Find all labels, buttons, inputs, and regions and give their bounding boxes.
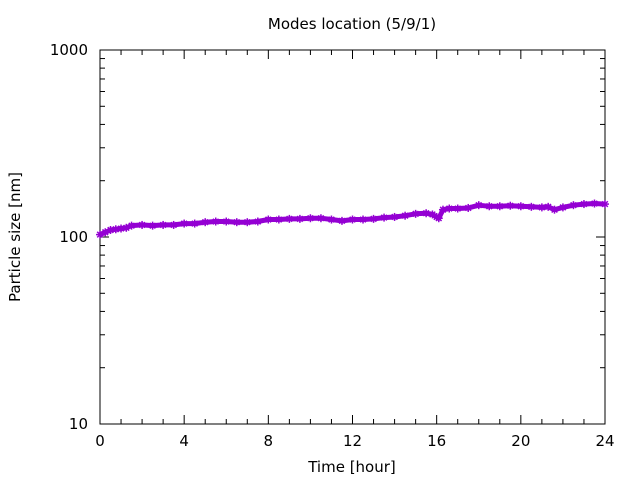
x-tick-label: 8 [264, 432, 274, 450]
data-point [359, 215, 368, 224]
data-point [337, 216, 346, 225]
data-point [316, 214, 325, 223]
x-tick-label: 16 [427, 432, 446, 450]
data-point [438, 205, 447, 214]
data-point [111, 225, 120, 234]
x-axis-label: Time [hour] [307, 458, 396, 476]
data-point [148, 221, 157, 230]
data-point [169, 220, 178, 229]
data-point [550, 205, 559, 214]
data-point [485, 202, 494, 211]
data-point [445, 204, 454, 213]
data-point [222, 217, 231, 226]
chart-title: Modes location (5/9/1) [268, 15, 436, 33]
data-point [453, 204, 462, 213]
plot-frame [99, 49, 606, 425]
data-point [579, 200, 588, 209]
data-point [190, 219, 199, 228]
data-point [180, 219, 189, 228]
data-point [601, 200, 609, 209]
x-tick-label: 12 [343, 432, 362, 450]
data-point [211, 217, 220, 226]
y-tick-label: 1000 [50, 41, 88, 59]
data-point [516, 202, 525, 211]
data-point [127, 221, 136, 230]
data-point [369, 214, 378, 223]
data-point [558, 203, 567, 212]
data-point [306, 214, 315, 223]
plot-area [96, 199, 609, 239]
y-axis: 10 100 1000 [50, 41, 605, 433]
data-point [506, 201, 515, 210]
y-axis-label: Particle size [nm] [6, 172, 24, 302]
x-tick-label: 20 [511, 432, 530, 450]
data-point [348, 215, 357, 224]
x-tick-label: 0 [95, 432, 105, 450]
data-point [390, 212, 399, 221]
data-point [422, 209, 431, 218]
x-axis: 0 4 8 12 16 20 24 [95, 50, 615, 450]
y-tick-label: 100 [59, 228, 88, 246]
data-point [201, 218, 210, 227]
data-point [380, 213, 389, 222]
data-point [159, 220, 168, 229]
data-point [264, 215, 273, 224]
data-point [285, 214, 294, 223]
data-point [232, 218, 241, 227]
data-point [411, 209, 420, 218]
data-point [527, 202, 536, 211]
data-point [464, 203, 473, 212]
data-point [544, 202, 553, 211]
data-point [590, 199, 599, 208]
data-point [295, 214, 304, 223]
y-tick-label: 10 [69, 415, 88, 433]
data-point [495, 202, 504, 211]
data-point [474, 201, 483, 210]
data-point [401, 211, 410, 220]
data-point [253, 217, 262, 226]
data-point [327, 215, 336, 224]
data-point [138, 220, 147, 229]
x-tick-label: 4 [179, 432, 189, 450]
data-point [274, 215, 283, 224]
data-point [569, 201, 578, 210]
data-point [243, 218, 252, 227]
data-point [434, 214, 443, 223]
x-tick-label: 24 [595, 432, 614, 450]
